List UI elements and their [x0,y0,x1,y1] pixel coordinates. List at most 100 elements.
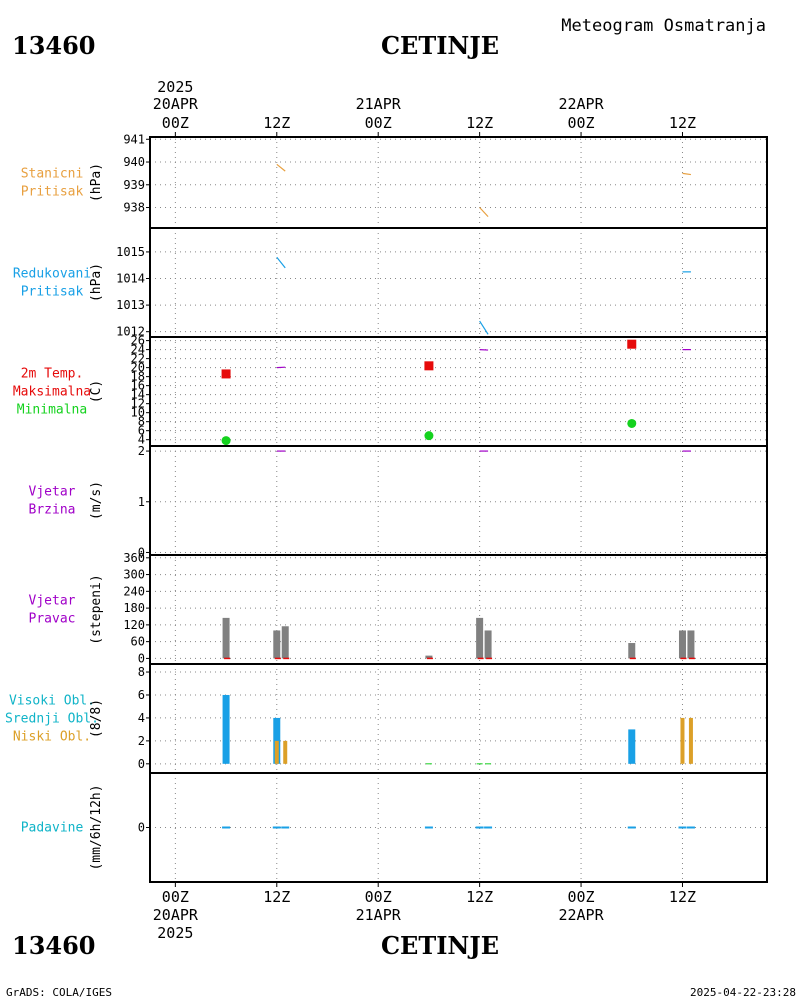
data-line-segment [276,256,286,269]
high-cloud-bar [628,729,636,764]
y-tick-label: 120 [123,618,145,632]
precip-bar [475,826,484,829]
unit-label: (hPa) [89,263,104,302]
y-tick-label: 6 [138,424,145,438]
year-label-top: 2025 [157,78,193,96]
year-label-bottom: 2025 [157,924,193,942]
y-tick-label: 1014 [116,272,145,286]
wind-dir-bar [222,617,230,659]
wind-dir-bar [687,630,695,659]
y-tick-label: 8 [138,415,145,429]
chart-title: Meteogram Osmatranja [561,16,766,36]
precip-bar [627,826,636,829]
hour-label-bottom: 12Z [669,888,696,906]
credit-text: GrADS: COLA/IGES [6,986,112,999]
panel-frame [149,445,768,556]
date-label-top: 20APR [153,95,199,113]
date-label-bottom: 20APR [153,906,199,924]
wind-dir-bar [476,617,484,659]
y-tick-label: 0 [138,545,145,559]
panel-cloud-cover: 0 2 4 6 8 Visoki Obl. Srednji Obl. Niski Obl.(8… [5,663,768,774]
y-tick-label: 16 [131,379,145,393]
panel-wind-speed: 0 1 2 Vjetar Brzina (m/s) [29,444,768,559]
precip-bar [484,826,493,829]
wind-dir-bar [484,630,492,659]
hour-label-top: 00Z [365,114,392,132]
y-tick-label: 360 [123,551,145,565]
station-id-top: 13460 [12,31,96,60]
hour-label-bottom: 12Z [466,888,493,906]
y-tick-label: 18 [131,370,145,384]
hour-label-top: 12Z [263,114,290,132]
y-tick-label: 1015 [116,245,145,259]
date-label-bottom: 21APR [356,906,402,924]
precip-bar [272,826,281,829]
hour-label-bottom: 00Z [162,888,189,906]
min-temp-point [627,418,637,428]
y-tick-label: 10 [131,406,145,420]
data-line-segment [276,163,286,172]
y-tick-label: 300 [123,568,145,582]
wind-dir-bar [273,630,281,659]
y-tick-label: 14 [131,388,145,402]
unit-label: (mm/6h/12h) [89,784,104,870]
y-tick-label: 4 [138,711,145,725]
y-tick-label: 0 [138,757,145,771]
y-tick-label: 20 [131,361,145,375]
panel-label: Brzina [29,503,76,518]
min-temp-point [424,431,434,441]
hour-label-top: 12Z [669,114,696,132]
y-tick-label: 941 [123,132,145,146]
data-line-segment [682,172,692,176]
max-temp-point [424,361,434,371]
y-tick-label: 0 [138,651,145,665]
hour-label-top: 00Z [568,114,595,132]
station-id-bottom: 13460 [12,931,96,960]
data-line-segment [479,207,489,218]
y-tick-label: 8 [138,665,145,679]
unit-label: (8/8) [89,699,104,738]
y-tick-label: 4 [138,433,145,447]
unit-label: (m/s) [89,481,104,520]
date-label-top: 21APR [356,95,402,113]
panel-frame [149,554,768,665]
panel-label: Maksimalna [13,385,91,400]
panel-label: Pritisak [21,285,84,300]
hour-label-bottom: 00Z [365,888,392,906]
wind-dir-bar [678,630,686,659]
low-cloud-bar [274,740,279,764]
station-name-bottom: CETINJE [381,931,499,960]
panel-frame [149,336,768,447]
panel-label: 2m Temp. [21,367,84,382]
y-tick-label: 2 [138,734,145,748]
wind-dir-bar [628,643,636,659]
y-tick-label: 940 [123,155,145,169]
panel-label: Pravac [29,612,76,627]
high-cloud-bar [222,694,230,764]
y-tick-label: 1 [138,495,145,509]
panel-label: Pritisak [21,185,84,200]
panel-reduced-pressure: 1012 1013 1014 1015 Redukovani Pritisak (hPa) [13,227,768,339]
unit-label: (stepeni) [89,574,104,644]
panel-pressure: 938 939 940 941 Stanicni Pritisak (hPa) [21,132,768,229]
y-tick-label: 60 [131,635,145,649]
panel-label: Vjetar [29,594,76,609]
y-tick-label: 26 [131,334,145,348]
bottom-time-axis: 00Z 12Z 00Z 12Z 00Z 12Z 20APR 21APR 22APR 2025 [153,882,696,942]
max-temp-point [627,339,637,349]
unit-label: (hPa) [89,163,104,202]
panel-label: Vjetar [29,485,76,500]
precip-bar [424,826,433,829]
panel-frame [149,663,768,774]
y-tick-label: 0 [138,821,145,835]
date-label-top: 22APR [558,95,604,113]
y-tick-label: 22 [131,352,145,366]
y-tick-label: 240 [123,584,145,598]
low-cloud-bar [680,717,685,764]
date-label-bottom: 22APR [558,906,604,924]
precip-bar [686,826,695,829]
hour-label-bottom: 00Z [568,888,595,906]
y-tick-label: 2 [138,444,145,458]
